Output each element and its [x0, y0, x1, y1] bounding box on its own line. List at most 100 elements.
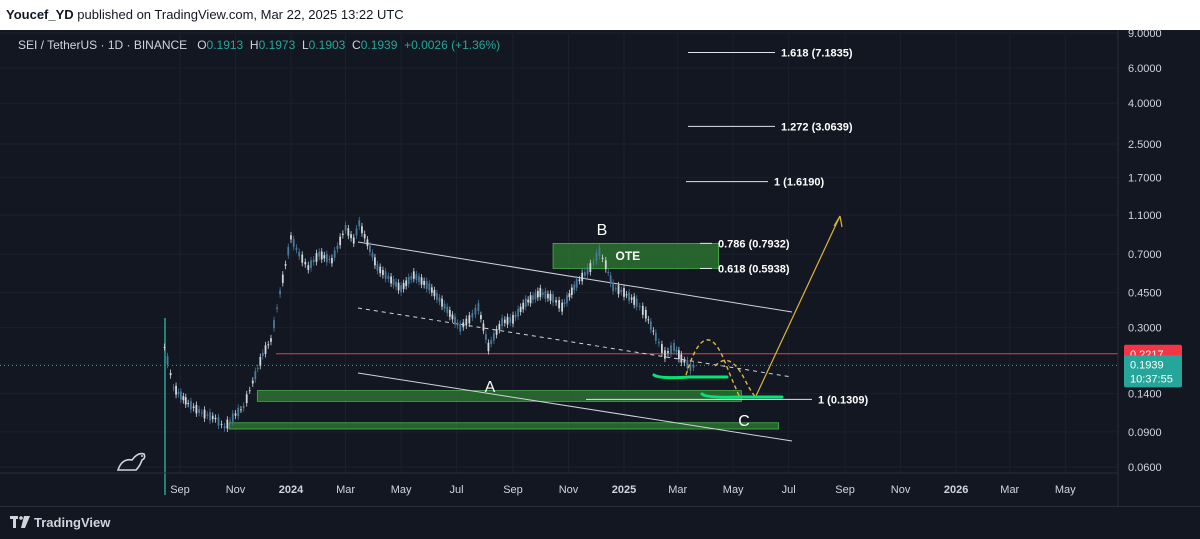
fib-level-label: 0.786 (0.7932) — [718, 238, 790, 250]
candles-layer — [163, 216, 695, 432]
candle-body — [689, 363, 692, 371]
candle-body — [561, 302, 564, 312]
candle-body — [532, 295, 534, 300]
candle-body — [667, 351, 669, 353]
projection-arrow-head — [833, 215, 843, 228]
publish-date: published on TradingView.com, Mar 22, 20… — [77, 7, 404, 22]
candle-body — [358, 220, 361, 227]
candle-body — [284, 264, 287, 266]
candle-body — [220, 423, 223, 425]
candle-body — [198, 409, 201, 413]
candle-body — [586, 267, 589, 275]
candle-body — [446, 306, 449, 313]
y-tick-label: 4.0000 — [1128, 98, 1162, 110]
candle-body — [369, 245, 371, 253]
candle-body — [630, 297, 633, 300]
candle-body — [612, 282, 614, 292]
candle-body — [647, 319, 650, 321]
tradingview-brand[interactable]: TradingView — [10, 515, 110, 530]
candle-body — [333, 250, 336, 258]
footer-bar: TradingView — [0, 506, 1200, 539]
y-tick-label: 0.1400 — [1128, 389, 1162, 401]
candle-body — [683, 360, 686, 363]
candle-body — [290, 235, 292, 240]
author-name[interactable]: Youcef_YD — [6, 7, 74, 22]
zones-layer: OTE — [228, 242, 780, 430]
candle-body — [355, 228, 358, 236]
candle-body — [501, 317, 503, 327]
candle-body — [325, 253, 328, 263]
candle-body — [512, 315, 514, 324]
candle-body — [661, 344, 663, 353]
candle-body — [363, 233, 366, 239]
channel-lower-line — [357, 372, 793, 442]
candle-body — [400, 285, 402, 293]
candle-body — [487, 342, 490, 352]
candle-body — [410, 275, 413, 280]
price-chart[interactable]: OTE 1.618 (7.1835) 1.272 (3.0639) 1 (1.619… — [0, 30, 1200, 506]
candle-body — [395, 281, 397, 287]
candle-body — [234, 413, 237, 416]
candle-body — [242, 405, 245, 409]
x-tick-label: May — [1055, 484, 1076, 496]
change-value: +0.0026 (+1.36%) — [404, 38, 501, 52]
x-axis: Sep Nov 2024 Mar May Jul Sep Nov 2025 Mar May Jul Se… — [0, 472, 1118, 496]
candle-body — [405, 280, 408, 287]
candle-body — [318, 251, 321, 257]
candle-body — [522, 302, 525, 310]
wave-label-c: C — [738, 413, 750, 430]
candle-body — [256, 367, 259, 369]
candle-body — [485, 334, 487, 340]
candle-body — [477, 303, 480, 312]
candle-body — [376, 264, 379, 271]
candle-body — [350, 234, 352, 239]
candle-body — [251, 380, 254, 384]
close-label: C — [352, 38, 361, 52]
candle-body — [595, 252, 598, 262]
candle-body — [534, 292, 537, 300]
candle-body — [341, 233, 344, 235]
high-label: H — [249, 38, 259, 52]
candle-body — [680, 354, 683, 363]
candle-body — [182, 396, 185, 401]
candle-body — [304, 261, 307, 265]
candle-body — [267, 344, 270, 346]
candle-body — [245, 394, 248, 404]
x-tick-label: Nov — [226, 484, 246, 496]
candle-body — [482, 323, 485, 331]
zone-rect — [552, 242, 720, 269]
y-tick-label: 6.0000 — [1128, 63, 1162, 75]
candle-body — [598, 247, 601, 256]
candle-body — [573, 284, 576, 291]
candle-body — [456, 322, 459, 326]
candle-body — [474, 307, 477, 315]
candle-body — [184, 397, 187, 405]
x-tick-label: Sep — [170, 484, 190, 496]
candle-body — [387, 275, 390, 279]
y-tick-label: 1.7000 — [1128, 172, 1162, 184]
fib-level-label: 1 (1.6190) — [774, 177, 824, 189]
candle-body — [527, 299, 530, 303]
candle-body — [211, 415, 214, 420]
candle-body — [649, 321, 652, 330]
candle-body — [581, 272, 584, 282]
x-tick-label: 2026 — [944, 484, 968, 496]
candle-body — [448, 309, 451, 317]
candle-body — [336, 245, 339, 250]
chart-area[interactable]: OTE 1.618 (7.1835) 1.272 (3.0639) 1 (1.619… — [0, 30, 1200, 506]
candle-body — [195, 404, 198, 414]
candle-body — [397, 282, 400, 291]
y-tick-label: 0.0900 — [1128, 427, 1162, 439]
candle-body — [307, 265, 310, 270]
candle-body — [675, 349, 678, 352]
candle-body — [384, 271, 387, 279]
candle-body — [438, 297, 441, 302]
y-tick-label: 9.0000 — [1128, 30, 1162, 40]
fib-level-label: 1 (0.1309) — [818, 394, 868, 406]
candle-body — [209, 412, 211, 421]
fib-level-label: 1.618 (7.1835) — [781, 48, 853, 60]
candle-body — [566, 295, 568, 304]
channel-mid-line — [357, 307, 793, 378]
symbol-label[interactable]: SEI / TetherUS · 1D · BINANCE — [18, 38, 188, 52]
